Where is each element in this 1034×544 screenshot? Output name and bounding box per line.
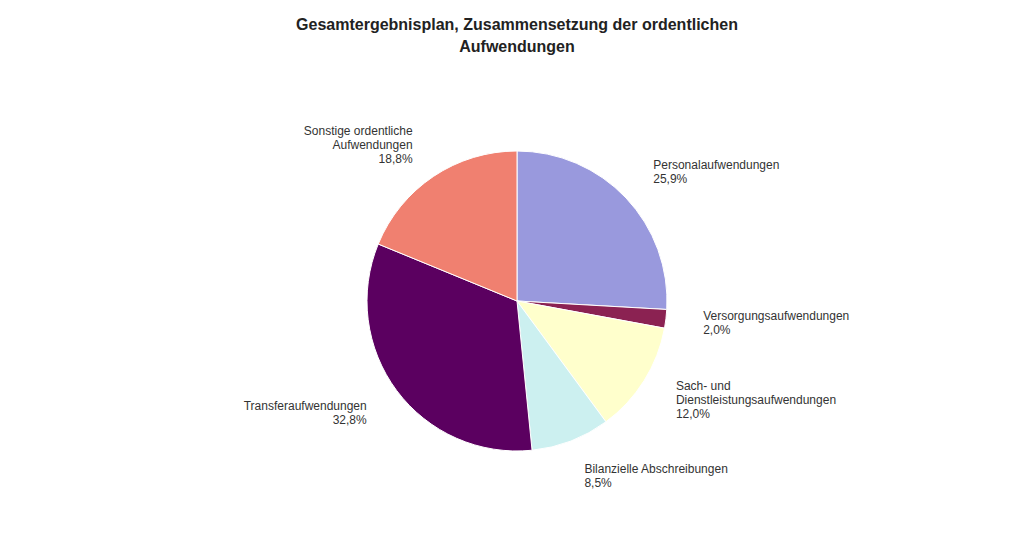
svg-text:Versorgungsaufwendungen2,0%: Versorgungsaufwendungen2,0% [703, 309, 849, 337]
html-text:Gesamtergebnisplan, Zusammense: Gesamtergebnisplan, Zusammensetzung der … [296, 16, 738, 33]
svg-text:Sach- undDienstleistungsaufwen: Sach- undDienstleistungsaufwendungen12,0… [676, 379, 836, 421]
svg-text:Transferaufwendungen32,8%: Transferaufwendungen32,8% [244, 399, 367, 427]
svg-text:Sonstige ordentlicheAufwendung: Sonstige ordentlicheAufwendungen18,8% [304, 124, 413, 166]
svg-text:Personalaufwendungen25,9%: Personalaufwendungen25,9% [653, 158, 779, 186]
html-text:Aufwendungen: Aufwendungen [459, 38, 575, 55]
svg-text:Bilanzielle Abschreibungen8,5%: Bilanzielle Abschreibungen8,5% [584, 462, 727, 490]
